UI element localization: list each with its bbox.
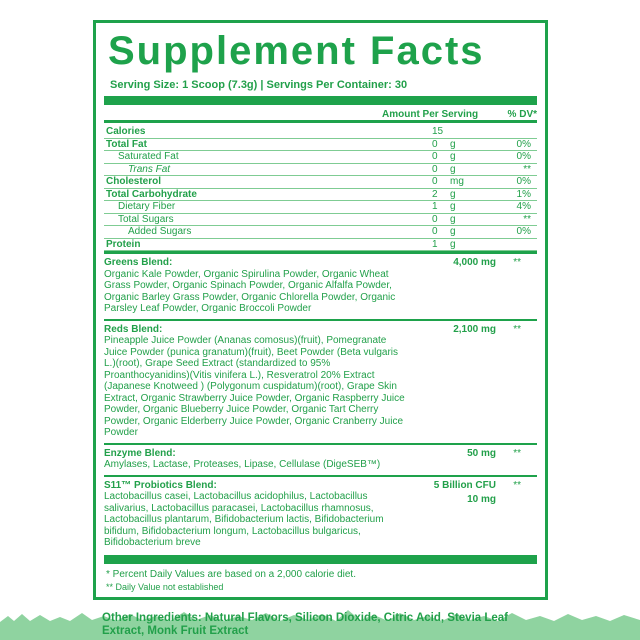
nutrient-row: Dietary Fiber 1 g 4% [104, 201, 537, 214]
nutrient-amount: 0 [432, 213, 438, 225]
blend-dv: ** [513, 323, 521, 335]
footnote-dv: * Percent Daily Values are based on a 2,… [106, 568, 356, 580]
nutrient-amount: 2 [432, 188, 438, 200]
blend-amount: 2,100 mg [453, 323, 496, 335]
divider-bar [104, 251, 537, 254]
blend-ingredients: Amylases, Lactase, Proteases, Lipase, Ce… [104, 459, 381, 470]
nutrient-row: Saturated Fat 0 g 0% [104, 151, 537, 164]
blend-amount: 50 mg [467, 447, 496, 459]
nutrient-row: Total Fat 0 g 0% [104, 138, 537, 151]
blend-dv: ** [513, 447, 521, 459]
other-ingredients: Other Ingredients: Natural Flavors, Sili… [102, 611, 509, 637]
divider [104, 442, 537, 445]
greens-blend: Greens Blend: Organic Kale Powder, Organ… [104, 254, 537, 319]
nutrient-amount: 0 [432, 138, 438, 150]
nutrient-dv: 0% [516, 151, 531, 162]
nutrient-unit: g [450, 201, 456, 212]
nutrient-name: Cholesterol [106, 176, 162, 187]
nutrient-row: Total Carbohydrate 2 g 1% [104, 188, 537, 201]
panel-title: Supplement Facts [108, 29, 485, 73]
nutrient-unit: g [450, 238, 456, 250]
nutrient-name: Added Sugars [128, 226, 192, 237]
blend-ingredients: Pineapple Juice Powder (Ananas comosus)(… [104, 335, 405, 438]
nutrient-dv: 0% [516, 226, 531, 237]
amount-header: Amount Per Serving [382, 109, 479, 120]
nutrient-unit: g [450, 138, 456, 150]
nutrient-name: Total Fat [106, 138, 147, 150]
reds-blend: Reds Blend: Pineapple Juice Powder (Anan… [104, 321, 537, 443]
nutrient-name: Total Sugars [118, 213, 174, 225]
divider [104, 474, 537, 477]
nutrient-amount: 0 [432, 226, 438, 237]
nutrient-unit: g [450, 151, 456, 162]
nutrient-unit: g [450, 213, 456, 225]
nutrient-amount: 0 [432, 163, 438, 175]
divider [104, 318, 537, 321]
blend-ingredients: Organic Kale Powder, Organic Spirulina P… [104, 268, 396, 315]
nutrient-row: Total Sugars 0 g ** [104, 213, 537, 226]
nutrient-dv: ** [523, 213, 531, 225]
nutrient-name: Trans Fat [128, 163, 171, 175]
blend-name: S11™ Probiotics Blend: [104, 479, 217, 491]
nutrient-row: Cholesterol 0 mg 0% [104, 176, 537, 189]
divider-bar [104, 554, 537, 564]
blend-amount-mg: 10 mg [467, 493, 496, 505]
nutrient-dv: 0% [516, 176, 531, 187]
nutrient-unit: g [450, 163, 456, 175]
blend-name: Greens Blend: [104, 257, 173, 268]
blend-amount: 4,000 mg [453, 257, 496, 268]
nutrient-row: Added Sugars 0 g 0% [104, 226, 537, 239]
serving-info: Serving Size: 1 Scoop (7.3g) | Servings … [110, 79, 408, 91]
footnote-not-established: ** Daily Value not established [106, 581, 224, 592]
blend-name: Reds Blend: [104, 323, 163, 335]
supplement-facts-panel: Supplement Facts Serving Size: 1 Scoop (… [93, 20, 548, 600]
grass-decoration [0, 610, 640, 640]
nutrient-name: Dietary Fiber [118, 201, 176, 212]
nutrient-dv: 1% [516, 188, 531, 200]
nutrient-row: Protein 1 g [104, 238, 537, 251]
nutrient-amount: 0 [432, 176, 438, 187]
nutrient-dv: 0% [516, 138, 531, 150]
enzyme-blend: Enzyme Blend: Amylases, Lactase, Proteas… [104, 445, 537, 475]
nutrient-unit: g [450, 188, 456, 200]
blend-name: Enzyme Blend: [104, 447, 176, 459]
blend-ingredients: Lactobacillus casei, Lactobacillus acido… [104, 491, 384, 548]
nutrient-amount: 1 [432, 238, 438, 250]
nutrient-amount: 1 [432, 201, 438, 212]
nutrient-amount: 0 [432, 151, 438, 162]
nutrient-row: Trans Fat 0 g ** [104, 163, 537, 176]
probiotics-blend: S11™ Probiotics Blend: Lactobacillus cas… [104, 477, 537, 553]
nutrient-row: Calories 15 [104, 126, 537, 139]
nutrient-name: Calories [106, 126, 146, 137]
dv-header: % DV* [507, 109, 537, 120]
nutrient-name: Total Carbohydrate [106, 188, 197, 200]
nutrient-name: Saturated Fat [118, 151, 179, 162]
blends-section: Greens Blend: Organic Kale Powder, Organ… [104, 251, 537, 593]
nutrient-dv: 4% [516, 201, 531, 212]
blend-dv: ** [513, 257, 521, 268]
divider-bar [104, 96, 537, 105]
nutrient-unit: mg [450, 176, 464, 187]
blend-dv: ** [513, 479, 521, 491]
nutrient-dv: ** [523, 163, 531, 175]
nutrient-amount: 15 [432, 126, 444, 137]
column-header: Amount Per Serving % DV* [104, 108, 537, 123]
blend-amount: 5 Billion CFU [433, 479, 496, 491]
nutrient-name: Protein [106, 238, 141, 250]
nutrient-unit: g [450, 226, 456, 237]
label-wrapper: Supplement Facts Serving Size: 1 Scoop (… [93, 20, 548, 638]
